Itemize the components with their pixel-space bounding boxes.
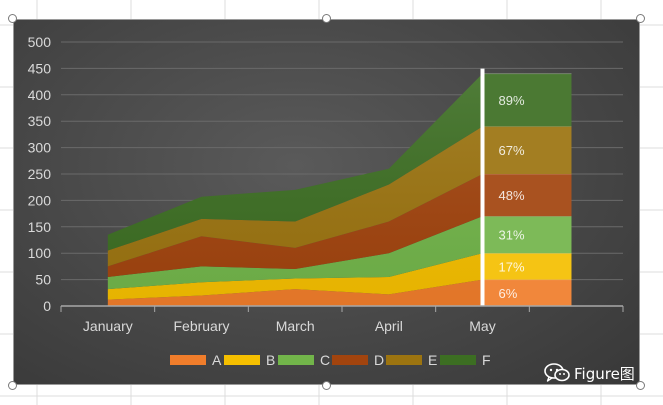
stacked-area-chart: 0 50 100 150 200 250 300 350 400 450 500 6% 17% 31% 48…: [28, 34, 624, 368]
resize-handle-top-right[interactable]: [636, 14, 645, 23]
chart-area[interactable]: 0 50 100 150 200 250 300 350 400 450 500 6% 17% 31% 48…: [13, 19, 640, 385]
percentage-label: 6%: [499, 286, 518, 301]
legend-label-d: D: [374, 352, 384, 368]
y-tick-label: 350: [28, 113, 52, 129]
legend-label-e: E: [428, 352, 437, 368]
y-tick-label: 150: [28, 219, 52, 235]
x-tick-label: April: [375, 318, 403, 334]
y-tick-label: 400: [28, 87, 52, 103]
legend-swatch-f: [440, 355, 476, 365]
percentage-label: 67%: [499, 143, 525, 158]
y-tick-label: 100: [28, 245, 52, 261]
percentage-label: 48%: [499, 188, 525, 203]
resize-handle-top-middle[interactable]: [322, 14, 331, 23]
legend-swatch-a: [170, 355, 206, 365]
percentage-label: 17%: [499, 259, 525, 274]
legend-swatch-d: [332, 355, 368, 365]
y-tick-label: 50: [35, 272, 51, 288]
bar-segment-sheen: [482, 174, 572, 217]
wechat-icon: [544, 363, 570, 382]
x-tick-label: May: [469, 318, 495, 334]
legend-swatch-e: [386, 355, 422, 365]
watermark-text: Figure图: [574, 364, 635, 383]
bar-segment-sheen: [482, 253, 572, 280]
y-tick-label: 500: [28, 34, 52, 50]
watermark: Figure图: [544, 363, 635, 383]
area-sheen: [107, 73, 483, 307]
legend-label-f: F: [482, 352, 491, 368]
bar-segment-f: [482, 73, 572, 127]
y-tick-label: 450: [28, 60, 52, 76]
bar-segment-a: [482, 279, 572, 306]
resize-handle-bottom-left[interactable]: [8, 381, 17, 390]
y-tick-label: 250: [28, 166, 52, 182]
legend-label-c: C: [320, 352, 330, 368]
legend-swatch-b: [224, 355, 260, 365]
x-tick-label: March: [276, 318, 315, 334]
resize-handle-bottom-middle[interactable]: [322, 381, 331, 390]
bar-segment-sheen: [482, 126, 572, 174]
may-percentage-bar: 6% 17% 31% 48% 67% 89%: [482, 73, 572, 306]
y-tick-label: 200: [28, 192, 52, 208]
resize-handle-top-left[interactable]: [8, 14, 17, 23]
legend-label-b: B: [266, 352, 275, 368]
bar-segment-c: [482, 216, 572, 254]
area-series: [107, 73, 483, 307]
percentage-label: 89%: [499, 93, 525, 108]
x-tick-label: February: [173, 318, 229, 334]
bar-segment-e: [482, 126, 572, 174]
resize-handle-bottom-right[interactable]: [636, 381, 645, 390]
bar-segment-sheen: [482, 279, 572, 306]
legend-swatch-c: [278, 355, 314, 365]
x-axis: January February March April May: [60, 305, 624, 334]
x-tick-label: January: [83, 318, 133, 334]
legend-label-a: A: [212, 352, 222, 368]
y-axis: 0 50 100 150 200 250 300 350 400 450 500: [28, 34, 52, 314]
y-tick-label: 0: [43, 298, 51, 314]
percentage-label: 31%: [499, 228, 525, 243]
bar-segment-d: [482, 174, 572, 217]
bar-segment-b: [482, 253, 572, 280]
bar-segment-sheen: [482, 73, 572, 127]
y-tick-label: 300: [28, 140, 52, 156]
bar-segment-sheen: [482, 216, 572, 254]
legend: A B C D E F: [170, 352, 491, 368]
